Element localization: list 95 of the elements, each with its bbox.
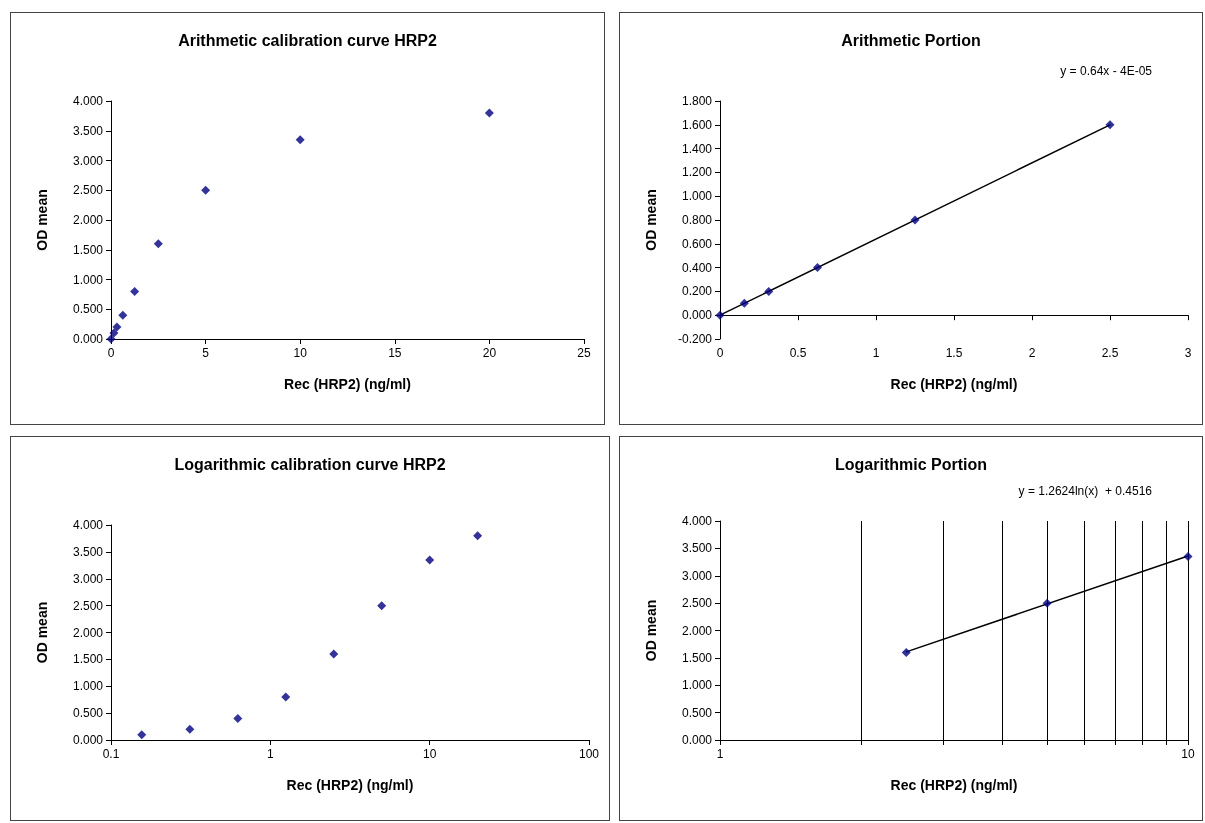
x-tick-label: 20 bbox=[482, 346, 497, 360]
y-tick-label: 3.500 bbox=[72, 544, 104, 559]
y-tick-label: 3.000 bbox=[681, 568, 713, 583]
x-axis-title: Rec (HRP2) (ng/ml) bbox=[284, 376, 411, 392]
x-axis-title: Rec (HRP2) (ng/ml) bbox=[890, 376, 1018, 392]
x-tick-label: 10 bbox=[422, 747, 437, 761]
y-axis-title: OD mean bbox=[34, 189, 50, 251]
y-tick-label: 4.000 bbox=[72, 94, 104, 108]
y-tick-label: 1.400 bbox=[681, 141, 713, 156]
x-tick-label: 1 bbox=[872, 346, 880, 360]
x-tick-label: 10 bbox=[1181, 747, 1195, 761]
y-tick-label: 1.500 bbox=[681, 650, 713, 665]
point bbox=[295, 135, 305, 145]
y-tick-label: 1.200 bbox=[681, 165, 713, 180]
y-tick-label: 2.000 bbox=[72, 213, 104, 227]
point bbox=[112, 322, 122, 332]
point bbox=[118, 310, 128, 320]
point bbox=[739, 298, 749, 308]
chart-title: Arithmetic Portion bbox=[841, 31, 981, 49]
x-tick-label: 5 bbox=[202, 346, 210, 360]
y-tick-label: 4.000 bbox=[681, 514, 713, 528]
y-tick-label: 1.000 bbox=[681, 678, 713, 693]
chart-title: Logarithmic calibration curve HRP2 bbox=[174, 455, 446, 473]
y-tick-label: 2.500 bbox=[681, 596, 713, 611]
y-tick-label: 1.000 bbox=[681, 189, 713, 204]
point bbox=[130, 286, 140, 296]
y-axis-title: OD mean bbox=[643, 189, 659, 251]
point bbox=[377, 601, 387, 611]
point bbox=[910, 215, 920, 225]
y-tick-label: 3.000 bbox=[72, 571, 104, 586]
x-tick-label: 100 bbox=[578, 747, 600, 761]
x-tick-label: 0.5 bbox=[789, 346, 807, 360]
x-tick-label: 1 bbox=[266, 747, 274, 761]
point bbox=[1042, 598, 1052, 608]
y-tick-label: 0.000 bbox=[681, 308, 713, 323]
text: y = 1.2624ln(x) + 0.4516 bbox=[1018, 484, 1153, 498]
x-tick-label: 1 bbox=[716, 747, 724, 761]
point bbox=[1105, 120, 1115, 130]
y-axis-title: OD mean bbox=[643, 599, 659, 662]
y-tick-label: 0.000 bbox=[72, 733, 104, 747]
y-tick-label: 0.600 bbox=[681, 236, 713, 251]
x-tick-label: 25 bbox=[577, 346, 591, 360]
point bbox=[201, 185, 211, 195]
x-tick-label: 2 bbox=[1028, 346, 1036, 360]
point bbox=[185, 724, 195, 734]
y-tick-label: 3.500 bbox=[72, 123, 104, 138]
y-tick-label: 1.000 bbox=[72, 272, 104, 287]
y-tick-label: 2.000 bbox=[72, 625, 104, 640]
chart-title: Logarithmic Portion bbox=[835, 455, 987, 473]
y-tick-label: -0.200 bbox=[677, 332, 713, 346]
y-tick-label: 0.000 bbox=[72, 332, 104, 346]
y-tick-label: 1.800 bbox=[681, 94, 713, 108]
x-tick-label: 15 bbox=[388, 346, 402, 360]
point bbox=[473, 531, 483, 541]
point bbox=[329, 649, 339, 659]
y-tick-label: 0.500 bbox=[72, 302, 104, 317]
point bbox=[137, 730, 147, 740]
y-tick-label: 1.500 bbox=[72, 242, 104, 257]
point bbox=[484, 108, 494, 118]
y-tick-label: 0.000 bbox=[681, 733, 713, 747]
y-tick-label: 1.500 bbox=[72, 652, 104, 667]
y-tick-label: 2.500 bbox=[72, 183, 104, 198]
point bbox=[233, 714, 243, 723]
point bbox=[109, 328, 119, 338]
y-tick-label: 0.200 bbox=[681, 284, 713, 299]
x-tick-label: 0 bbox=[716, 346, 724, 360]
y-tick-label: 0.800 bbox=[681, 213, 713, 227]
y-axis-title: OD mean bbox=[34, 601, 50, 664]
point bbox=[764, 286, 774, 296]
y-tick-label: 0.500 bbox=[681, 705, 713, 720]
y-tick-label: 1.000 bbox=[72, 679, 104, 694]
x-tick-label: 0 bbox=[107, 346, 115, 360]
x-axis-title: Rec (HRP2) (ng/ml) bbox=[890, 777, 1018, 793]
point bbox=[813, 263, 822, 273]
text: y = 0.64x - 4E-05 bbox=[1060, 64, 1153, 78]
y-tick-label: 4.000 bbox=[72, 518, 104, 532]
x-tick-label: 2.5 bbox=[1101, 346, 1119, 360]
y-tick-label: 2.000 bbox=[681, 623, 713, 638]
point bbox=[901, 647, 911, 657]
point bbox=[153, 239, 163, 249]
x-tick-label: 3 bbox=[1184, 346, 1192, 360]
point bbox=[425, 555, 435, 565]
y-tick-label: 3.000 bbox=[72, 153, 104, 168]
point bbox=[1183, 552, 1193, 562]
y-tick-label: 2.500 bbox=[72, 598, 104, 613]
x-tick-label: 10 bbox=[293, 346, 308, 360]
x-tick-label: 1.5 bbox=[945, 346, 963, 360]
x-axis-title: Rec (HRP2) (ng/ml) bbox=[286, 777, 414, 793]
chart-title: Arithmetic calibration curve HRP2 bbox=[178, 31, 437, 49]
point bbox=[281, 692, 291, 702]
y-tick-label: 3.500 bbox=[681, 541, 713, 556]
x-tick-label: 0.1 bbox=[102, 747, 120, 761]
y-tick-label: 0.500 bbox=[72, 706, 104, 721]
y-tick-label: 1.600 bbox=[681, 117, 713, 132]
y-tick-label: 0.400 bbox=[681, 260, 713, 275]
